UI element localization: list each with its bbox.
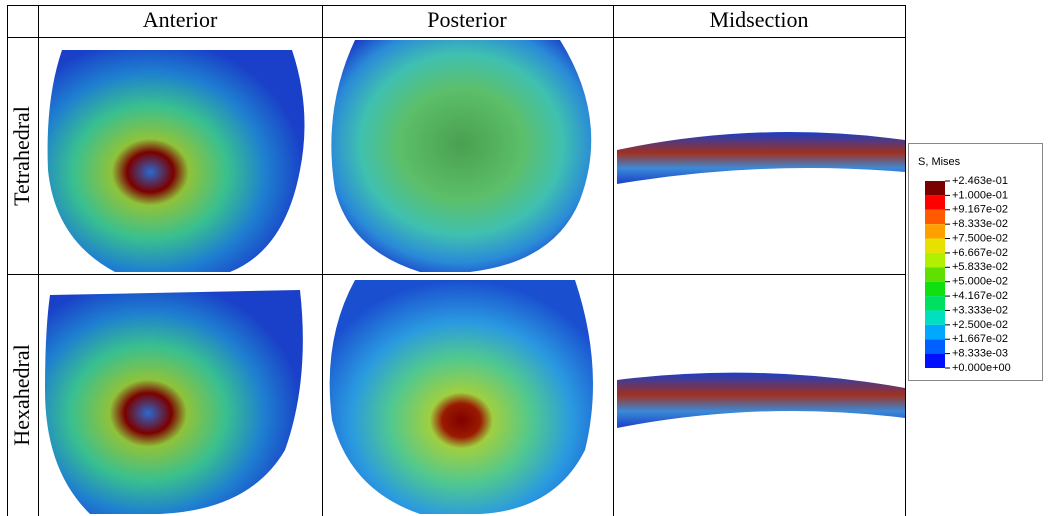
legend-swatch [925, 181, 945, 195]
legend-label: +5.000e-02 [952, 276, 1008, 288]
column-header: Posterior [427, 7, 507, 32]
legend-swatch [925, 253, 945, 267]
legend-swatch [925, 296, 945, 310]
posterior-hexa-image [330, 280, 593, 514]
legend-swatches [925, 181, 945, 368]
row-header: Tetrahedral [9, 106, 34, 206]
legend-label: +3.333e-02 [952, 304, 1008, 316]
legend-label: +9.167e-02 [952, 204, 1008, 216]
legend-label: +1.667e-02 [952, 333, 1008, 345]
legend-swatch [925, 354, 945, 368]
legend-swatch [925, 239, 945, 253]
legend-swatch [925, 339, 945, 353]
legend-label: +4.167e-02 [952, 290, 1008, 302]
legend-swatch [925, 267, 945, 281]
midsection-tetra-image [617, 132, 905, 184]
posterior-tetra-image [331, 40, 591, 272]
legend-title: S, Mises [918, 156, 961, 168]
figure: Anterior Posterior Midsection Tetrahedra… [0, 0, 1049, 516]
legend-label: +5.833e-02 [952, 261, 1008, 273]
column-header: Anterior [143, 7, 218, 32]
midsection-hexa-image [617, 373, 905, 428]
legend-label: +1.000e-01 [952, 189, 1008, 201]
legend-swatch [925, 282, 945, 296]
legend-label: +2.500e-02 [952, 319, 1008, 331]
legend-label: +8.333e-03 [952, 348, 1008, 360]
legend-swatch [925, 195, 945, 209]
legend-swatch [925, 310, 945, 324]
legend-label: +2.463e-01 [952, 175, 1008, 187]
legend-swatch [925, 325, 945, 339]
legend-swatch [925, 224, 945, 238]
legend-label: +6.667e-02 [952, 247, 1008, 259]
legend-label: +8.333e-02 [952, 218, 1008, 230]
anterior-tetra-image [48, 50, 305, 272]
row-header: Hexahedral [9, 344, 34, 445]
legend-label: +0.000e+00 [952, 362, 1011, 374]
legend-swatch [925, 210, 945, 224]
anterior-hexa-image [45, 290, 303, 514]
column-header: Midsection [710, 7, 809, 32]
legend-label: +7.500e-02 [952, 232, 1008, 244]
